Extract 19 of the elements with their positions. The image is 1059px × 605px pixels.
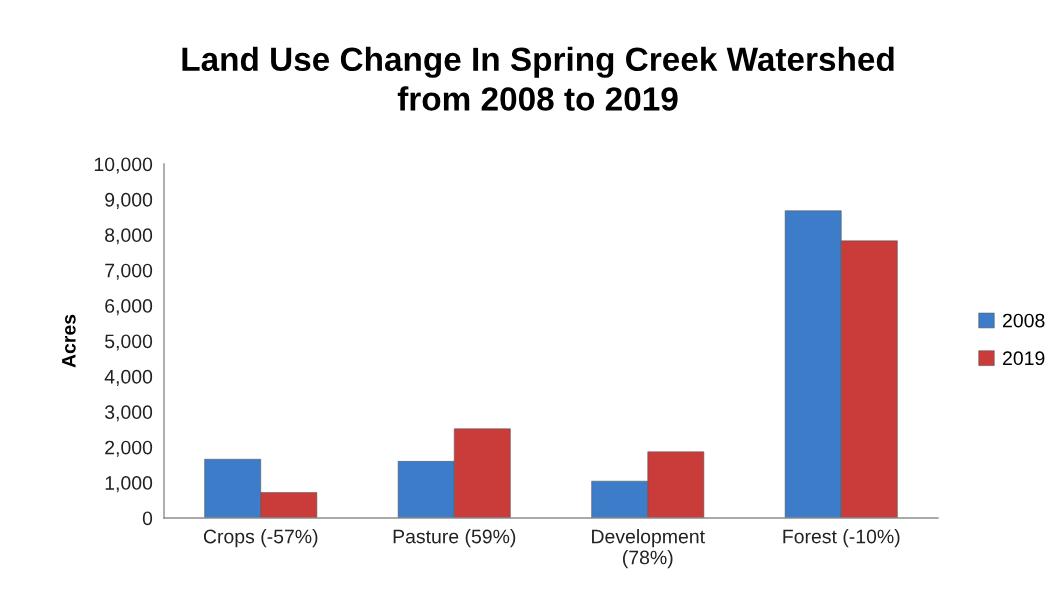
y-axis-title: Acres (62, 314, 76, 368)
x-tick-label: Forest (-10%) (783, 529, 900, 548)
y-tick-label: 3,000 (104, 405, 153, 422)
y-tick-label: 7,000 (105, 263, 153, 280)
x-tick-label: Development (78%) (592, 529, 705, 569)
chart-title: Land Use Change In Spring Creek Watershed from 2008 to 2019 (182, 46, 894, 111)
legend-label: 2019 (1003, 351, 1045, 366)
y-tick-label: 10,000 (94, 157, 153, 174)
y-tick-label: 2,000 (105, 440, 153, 457)
y-tick-label: 9,000 (105, 192, 153, 209)
y-tick-label: 6,000 (105, 299, 153, 316)
y-tick-label: 4,000 (104, 369, 153, 386)
y-tick-label: 5,000 (105, 334, 153, 351)
y-tick-label: 8,000 (105, 228, 153, 245)
x-tick-label: Pasture (59%) (393, 529, 516, 548)
y-tick-label: 0 (142, 511, 153, 526)
legend-label: 2008 (1003, 313, 1045, 328)
y-tick-label: 1,000 (105, 476, 153, 493)
x-tick-label: Crops (-57%) (203, 529, 318, 548)
